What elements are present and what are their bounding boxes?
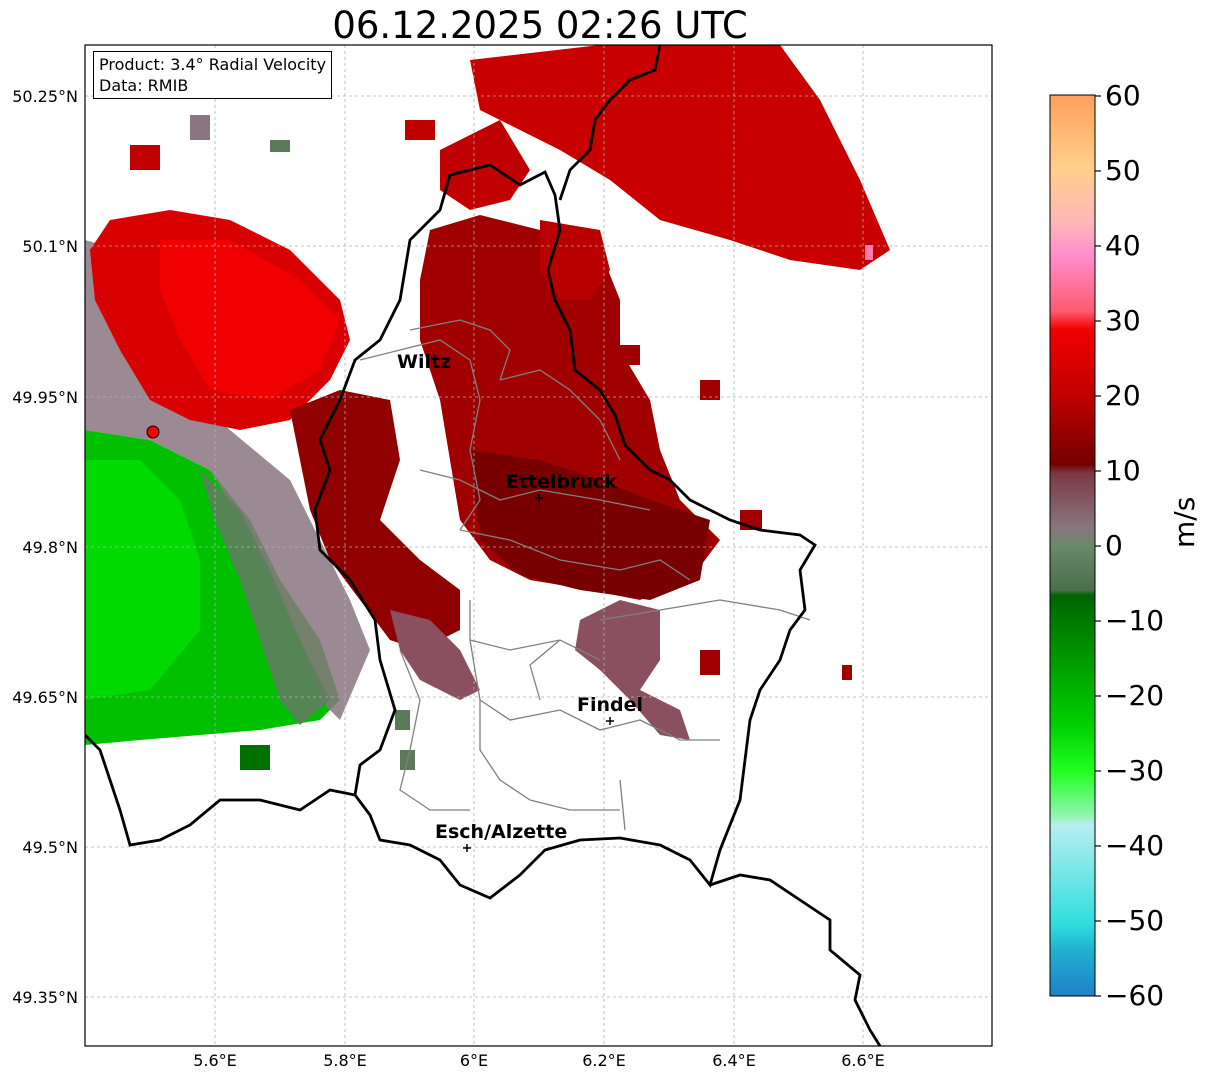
gray-echo-south (575, 600, 690, 740)
colorbar-tick-label: 0 (1105, 529, 1123, 562)
colorbar-tick-label: 60 (1105, 79, 1141, 112)
colorbar-ticks (1095, 95, 1101, 997)
colorbar-tick-label: 20 (1105, 379, 1141, 412)
data-source-label: Data: RMIB (99, 76, 189, 95)
marker-findel (606, 717, 614, 725)
colorbar-tick-label: −10 (1105, 604, 1165, 637)
place-label-esch: Esch/Alzette (435, 821, 567, 843)
velocity-field (85, 45, 890, 770)
map-title: 06.12.2025 02:26 UTC (332, 4, 748, 47)
luxembourg-border (313, 163, 817, 900)
lat-axis: 50.25°N 50.1°N 49.95°N 49.8°N 49.65°N 49… (12, 87, 78, 1007)
lon-axis: 5.6°E 5.8°E 6°E 6.2°E 6.4°E 6.6°E (193, 1051, 885, 1070)
product-info-box: Product: 3.4° Radial Velocity Data: RMIB (93, 51, 333, 99)
canton-borders (359, 319, 811, 831)
outbound-velocity-mid (290, 390, 460, 650)
colorbar-tick-label: −50 (1105, 904, 1165, 937)
map-grid (85, 45, 992, 1046)
outbound-velocity-ne (470, 45, 890, 270)
germany-border-north (558, 45, 662, 201)
marker-ettelbruck (535, 494, 543, 502)
map-frame (84, 44, 993, 1047)
radar-site-marker (146, 425, 160, 439)
colorbar-tick-label: 30 (1105, 304, 1141, 337)
colorbar-tick-label: −60 (1105, 979, 1165, 1012)
outbound-velocity-nw-bright (160, 240, 340, 400)
colorbar-unit-label: m/s (1168, 496, 1201, 548)
colorbar (1049, 94, 1096, 997)
gray-echo-sw (390, 610, 480, 700)
lat-tick: 49.5°N (22, 838, 78, 857)
lon-tick: 5.6°E (193, 1051, 237, 1070)
zero-band-green (200, 470, 330, 725)
belgium-france-border (85, 734, 356, 847)
lat-tick: 49.35°N (12, 988, 78, 1007)
colorbar-tick-label: 10 (1105, 454, 1141, 487)
place-label-findel: Findel (577, 694, 643, 716)
lat-tick: 49.8°N (22, 538, 78, 557)
lat-tick: 49.65°N (12, 688, 78, 707)
product-label: Product: 3.4° Radial Velocity (99, 55, 327, 74)
lat-tick: 49.95°N (12, 388, 78, 407)
colorbar-tick-label: −40 (1105, 829, 1165, 862)
lon-tick: 6°E (460, 1051, 488, 1070)
lon-tick: 6.4°E (712, 1051, 756, 1070)
germany-border-south (709, 873, 882, 1046)
lon-tick: 6.6°E (841, 1051, 885, 1070)
marker-esch (463, 844, 471, 852)
colorbar-tick-label: −30 (1105, 754, 1165, 787)
place-markers (463, 494, 614, 852)
lat-tick: 50.1°N (22, 237, 78, 256)
place-labels: Wiltz Ettelbruck Findel Esch/Alzette (397, 351, 643, 843)
colorbar-tick-label: −20 (1105, 679, 1165, 712)
place-label-wiltz: Wiltz (397, 351, 451, 373)
colorbar-tick-label: 40 (1105, 229, 1141, 262)
lat-tick: 50.25°N (12, 87, 78, 106)
place-label-ettelbruck: Ettelbruck (506, 471, 617, 493)
lon-tick: 6.2°E (582, 1051, 626, 1070)
lon-tick: 5.8°E (323, 1051, 367, 1070)
inbound-velocity-bright (85, 460, 200, 700)
colorbar-tick-label: 50 (1105, 154, 1141, 187)
country-borders (85, 45, 882, 1046)
